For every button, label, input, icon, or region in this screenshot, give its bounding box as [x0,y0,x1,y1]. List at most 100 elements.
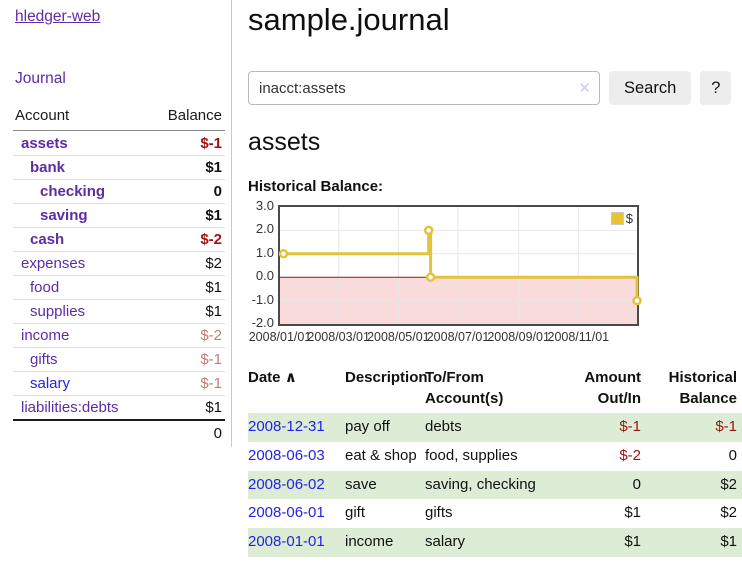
cell-balance: $1 [720,533,737,550]
register-row: 2008-06-02 save saving, checking 0 $2 [248,470,742,500]
cell-balance: $2 [720,475,737,493]
chart-heading: Historical Balance: [248,178,384,195]
sidebar: hledger-web Journal Account Balance asse… [0,0,232,447]
account-balance: $-2 [200,327,222,344]
sidebar-account-row: checking 0 [13,179,225,203]
sidebar-account-row: salary $-1 [13,371,225,395]
sidebar-account-row: gifts $-1 [13,347,225,371]
x-axis-tick-label: 2008/07/01 [426,330,490,344]
brand-link[interactable]: hledger-web [15,8,101,25]
accounts-header-account: Account [15,107,70,124]
accounts-total-row: 0 [13,419,225,445]
y-axis-tick-label: 3.0 [255,198,274,213]
chart-series-svg [278,207,642,324]
account-link-checking[interactable]: checking [40,183,106,200]
col-header-amount[interactable]: Amount Out/In [584,369,641,407]
account-link-food[interactable]: food [30,279,60,296]
account-link-assets[interactable]: assets [21,134,68,152]
cell-description: gift [345,504,366,522]
clear-search-icon[interactable]: ✕ [578,80,591,97]
sidebar-account-row: income $-2 [13,323,225,347]
cell-amount: 0 [632,475,641,493]
register-header-row: Date ∧ Description To/From Account(s) Am… [248,365,742,413]
cell-amount: $-2 [619,446,641,464]
cell-date[interactable]: 2008-06-01 [248,499,345,528]
search-bar: ✕ Search ? [248,71,742,105]
cell-amount: $1 [624,533,641,550]
cell-accounts: salary [425,533,466,550]
search-input[interactable] [248,71,600,105]
transaction-date-link[interactable]: 2008-06-01 [248,504,325,522]
x-axis-tick-label: 2008/05/01 [367,330,430,344]
register-table: Date ∧ Description To/From Account(s) Am… [248,365,742,557]
cell-date[interactable]: 2008-06-03 [248,442,345,471]
historical-balance-chart: $ 3.0 2.0 1.0 0.0 -1.0 -2.0 2008/01/01 2008/03/… [248,198,668,347]
sidebar-account-row: cash $-2 [13,227,225,251]
account-link-expenses[interactable]: expenses [21,255,86,272]
transaction-date-link[interactable]: 2008-06-03 [248,446,325,464]
account-link-salary[interactable]: salary [30,375,71,392]
cell-description: income [345,533,394,550]
sidebar-account-row: supplies $1 [13,299,225,323]
account-balance: 0 [213,183,222,200]
sidebar-account-row: bank $1 [13,155,225,179]
y-axis-tick-label: 1.0 [255,244,274,260]
cell-description: save [345,475,377,493]
x-axis-tick-label: 2008/03/01 [307,330,370,344]
accounts-panel: Account Balance assets $-1 bank $1 checking 0… [13,104,225,445]
account-link-liabilities-debts[interactable]: liabilities:debts [21,399,119,416]
legend-label: $ [625,211,633,226]
cell-balance: 0 [728,446,737,464]
cell-amount: $-1 [619,418,641,435]
sidebar-account-row: assets $-1 [13,131,225,155]
cell-date[interactable]: 2008-01-01 [248,528,345,557]
y-axis-tick-label: 2.0 [255,221,274,237]
account-balance: $-2 [200,231,222,248]
transaction-date-link[interactable]: 2008-06-02 [248,475,325,493]
sidebar-account-row: food $1 [13,275,225,299]
cell-date[interactable]: 2008-06-02 [248,471,345,500]
cell-accounts: saving, checking [425,475,536,493]
account-link-bank[interactable]: bank [30,159,66,176]
y-axis-tick-label: 0.0 [255,268,274,284]
x-axis-tick-label: 2008/11/01 [547,330,610,344]
account-balance: $-1 [200,351,222,368]
register-row: 2008-12-31 pay off debts $-1 $-1 [248,413,742,442]
col-header-description[interactable]: Description [345,369,428,386]
search-button[interactable]: Search [609,71,692,105]
legend-swatch-icon [610,212,624,225]
register-row: 2008-06-01 gift gifts $1 $2 [248,499,742,528]
accounts-header-balance: Balance [167,107,222,124]
col-header-date[interactable]: Date ∧ [248,369,297,386]
transaction-date-link[interactable]: 2008-01-01 [248,533,325,550]
cell-accounts: gifts [425,504,453,522]
main-content: sample.journal ✕ Search ? assets Histori… [232,0,742,557]
cell-balance: $-1 [715,418,737,435]
cell-date[interactable]: 2008-12-31 [248,413,345,442]
account-title: assets [248,128,321,156]
account-balance: $1 [205,399,222,416]
chart-plot-area: $ [278,205,642,326]
account-link-supplies[interactable]: supplies [30,303,86,320]
account-balance: $1 [205,207,222,224]
account-link-cash[interactable]: cash [30,231,65,248]
account-balance: $2 [205,255,222,272]
sidebar-item-journal[interactable]: Journal [15,70,66,87]
cell-description: pay off [345,418,390,435]
account-balance: $1 [205,303,222,320]
col-header-accounts[interactable]: To/From Account(s) [425,369,504,407]
cell-accounts: debts [425,418,462,435]
y-axis-tick-label: -1.0 [251,291,274,307]
transaction-date-link[interactable]: 2008-12-31 [248,418,325,435]
account-balance: $-1 [200,375,222,392]
search-field-wrap: ✕ [248,71,600,105]
help-button[interactable]: ? [700,71,732,105]
account-balance: $-1 [200,134,222,152]
y-axis-tick-label: -2.0 [251,315,274,330]
account-link-saving[interactable]: saving [40,207,88,224]
accounts-total-value: 0 [213,424,222,442]
account-link-gifts[interactable]: gifts [30,351,58,368]
col-header-balance[interactable]: Historical Balance [668,369,737,407]
account-link-income[interactable]: income [21,327,70,344]
chart-legend: $ [610,211,633,226]
